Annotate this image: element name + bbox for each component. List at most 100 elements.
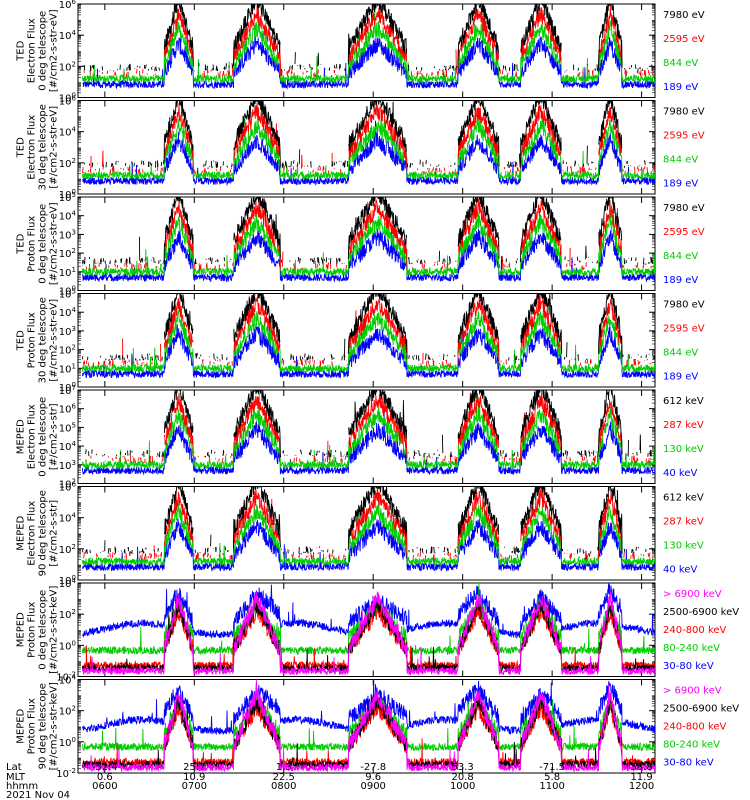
y-tick-label: 105 — [59, 288, 76, 301]
legend-entry: 189 eV — [663, 275, 698, 286]
y-tick-label: 102 — [59, 157, 76, 170]
panel-frame — [77, 3, 656, 98]
legend-entry: > 6900 keV — [663, 589, 722, 600]
legend-entry: 130 keV — [663, 444, 704, 455]
x-tick-label-hhmm: 0600 — [92, 781, 117, 792]
y-tick-label: 100 — [59, 285, 76, 298]
y-tick-label: 106 — [59, 481, 77, 494]
y-tick-label: 104 — [59, 577, 77, 590]
y-tick-label: 103 — [59, 325, 76, 338]
y-axis-label: MEPEDProton Flux0 deg telescope[#/cm2-s-… — [16, 586, 60, 674]
y-tick-label: 105 — [59, 191, 76, 204]
y-tick-label: 105 — [59, 421, 76, 434]
x-tick-label-hhmm: 1000 — [450, 781, 475, 792]
x-tick-label-lat: 25.7 — [183, 762, 205, 773]
y-axis-label: MEPEDProton Flux90 deg telescope[#/cm2-s… — [16, 682, 60, 770]
series-trace — [82, 486, 655, 556]
y-tick-label: 104 — [59, 306, 77, 319]
y-axis-label: MEPEDElectron Flux90 deg telescope[#/cm2… — [16, 490, 60, 576]
series-trace — [82, 518, 655, 572]
legend-entry: 130 keV — [663, 541, 704, 552]
x-row-label: MLT — [6, 772, 26, 783]
legend-entry: 2595 eV — [663, 131, 705, 142]
y-tick-label: 104 — [59, 440, 77, 453]
legend-entry: 189 eV — [663, 82, 698, 93]
legend-entry: 240-800 keV — [663, 625, 727, 636]
y-axis-label: MEPEDElectron Flux0 deg telescope[#/cm2-… — [16, 397, 60, 477]
y-tick-label: 103 — [59, 459, 76, 472]
y-tick-label: 102 — [59, 247, 76, 260]
y-axis-label: TEDElectron Flux0 deg telescope[#/cm2-s-… — [16, 9, 60, 92]
x-tick-label-lat: -27.8 — [360, 762, 386, 773]
y-tick-label: 101 — [59, 362, 76, 375]
y-tick-label: 101 — [59, 266, 76, 279]
panel-frame — [77, 100, 656, 195]
y-tick-label: 10-2 — [56, 767, 76, 780]
x-tick-label-lat: -52.4 — [92, 762, 118, 773]
series-trace — [82, 411, 655, 476]
y-axis-label: TEDProton Flux0 deg telescope[#/cm2-s-st… — [16, 202, 60, 285]
series-trace — [82, 7, 655, 84]
series-trace — [82, 590, 655, 676]
legend-entry: 189 eV — [663, 372, 698, 383]
legend-entry: 287 keV — [663, 517, 704, 528]
legend-entry: 189 eV — [663, 179, 698, 190]
legend-entry: 30-80 keV — [663, 758, 714, 769]
x-row-label: 2021 Nov 04 — [6, 790, 70, 800]
y-tick-label: 100 — [59, 639, 76, 652]
legend-entry: 2500-6900 keV — [663, 607, 739, 618]
x-tick-label-lat: 1.3 — [276, 762, 292, 773]
legend-entry: 80-240 keV — [663, 740, 720, 751]
y-tick-label: 102 — [59, 705, 76, 718]
panel-frame — [77, 486, 656, 581]
series-trace — [82, 102, 655, 175]
y-tick-label: 104 — [59, 126, 77, 139]
y-axis-label: TEDElectron Flux30 deg telescope[#/cm2-s… — [16, 104, 60, 190]
series-trace — [82, 197, 655, 265]
x-tick-label-mlt: 0.6 — [97, 772, 113, 783]
legend-entry: 844 eV — [663, 58, 698, 69]
legend-entry: 2595 eV — [663, 227, 705, 238]
y-tick-label: 100 — [59, 381, 76, 394]
x-tick-label-mlt: 20.8 — [452, 772, 474, 783]
y-tick-label: 106 — [59, 403, 77, 416]
series-trace — [82, 309, 655, 374]
legend-entry: 2500-6900 keV — [663, 704, 739, 715]
y-tick-label: 104 — [59, 29, 77, 42]
x-tick-label-hhmm: 0700 — [182, 781, 207, 792]
x-tick-label-mlt: 5.8 — [544, 772, 560, 783]
legend-entry: 40 keV — [663, 468, 697, 479]
x-tick-label-lat: -71.5 — [539, 762, 565, 773]
x-tick-label-mlt: 9.6 — [365, 772, 381, 783]
series-trace — [82, 4, 655, 73]
panel-frame — [77, 389, 656, 484]
series-trace — [82, 679, 655, 773]
x-tick-label-lat: 53.3 — [452, 762, 474, 773]
x-row-label: Lat — [6, 762, 22, 773]
x-tick-label-mlt: 22.5 — [273, 772, 295, 783]
legend-entry: 2595 eV — [663, 34, 705, 45]
y-tick-label: 102 — [59, 60, 76, 73]
y-tick-label: 104 — [59, 674, 77, 687]
legend-entry: 287 keV — [663, 420, 704, 431]
x-tick-label-hhmm: 1100 — [539, 781, 564, 792]
series-trace — [82, 318, 655, 380]
series-trace — [82, 293, 655, 362]
y-tick-label: 100 — [59, 92, 76, 105]
x-tick-label-mlt: 11.9 — [630, 772, 652, 783]
series-trace — [82, 393, 655, 471]
y-tick-label: 104 — [59, 512, 77, 525]
series-trace — [82, 120, 655, 187]
legend-entry: 80-240 keV — [663, 643, 720, 654]
legend-entry: 844 eV — [663, 251, 698, 262]
y-tick-label: 10-2 — [56, 671, 76, 684]
legend-entry: 7980 eV — [663, 300, 705, 311]
series-trace — [82, 30, 655, 90]
legend-entry: > 6900 keV — [663, 686, 722, 697]
legend-entry: 612 keV — [663, 493, 704, 504]
